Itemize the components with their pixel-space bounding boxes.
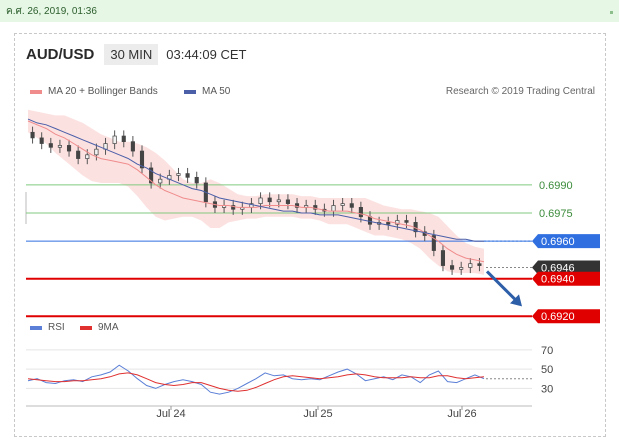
- candle-body: [66, 145, 72, 152]
- candle-body: [468, 263, 473, 268]
- x-tick-label: Jul 24: [156, 408, 185, 420]
- rsi-line: [27, 364, 485, 395]
- candle-body: [112, 135, 117, 144]
- candle-body: [477, 263, 482, 266]
- chart-frame: [14, 33, 606, 437]
- ma20-label: MA 20 + Bollinger Bands: [48, 86, 158, 97]
- candle-body: [313, 205, 318, 210]
- candle-body: [94, 148, 99, 156]
- bollinger-band: [28, 109, 484, 275]
- candle-body: [176, 173, 181, 176]
- candle-body: [76, 150, 81, 159]
- level-label-0.6975: 0.6975: [539, 208, 573, 220]
- candle-body: [395, 220, 400, 225]
- level-label-0.6990: 0.6990: [539, 180, 573, 192]
- candle-body: [331, 205, 336, 212]
- candle-body: [149, 167, 154, 184]
- candle-body: [276, 199, 281, 203]
- currency-pair: AUD/USD: [26, 45, 95, 63]
- timestamp: ค.ศ. 26, 2019, 01:36: [6, 6, 97, 17]
- rsi-tick-70: 70: [541, 345, 553, 357]
- research-credit: Research © 2019 Trading Central: [445, 86, 595, 97]
- candle-body: [194, 176, 199, 184]
- rsi-tick-30: 30: [541, 383, 553, 395]
- target-arrow-shaft: [485, 270, 519, 303]
- candle-body: [267, 197, 272, 203]
- candle-body: [158, 178, 163, 184]
- x-tick-label: Jul 26: [447, 408, 476, 420]
- level-label-0.6960: 0.6960: [541, 236, 575, 248]
- level-label-0.6946: 0.6946: [541, 262, 575, 274]
- candle-body: [130, 141, 135, 152]
- candle-body: [358, 207, 363, 218]
- level-tag-0.6940: [532, 271, 600, 286]
- chart-time: 03:44:09 CET: [166, 46, 247, 62]
- rsi-swatch: [30, 325, 42, 330]
- rsi-ma-swatch: [80, 325, 92, 330]
- legend-ma50: MA 50: [184, 86, 230, 97]
- candle-body: [121, 135, 126, 143]
- candle-body: [85, 154, 90, 159]
- candle-body: [285, 199, 290, 204]
- candle-body: [39, 137, 44, 144]
- candle-body: [440, 250, 446, 266]
- candle-body: [185, 173, 190, 178]
- ma50-label: MA 50: [202, 86, 231, 97]
- ma20-swatch: [30, 89, 42, 94]
- candle-body: [231, 205, 236, 210]
- timeframe-badge[interactable]: 30 MIN: [104, 43, 159, 65]
- candle-body: [431, 235, 436, 251]
- level-tag-0.6946: [532, 260, 600, 275]
- rsi-ma-line: [27, 372, 485, 392]
- ma50-swatch: [184, 89, 196, 94]
- level-tag-0.6920: [532, 309, 600, 324]
- candle-body: [367, 216, 373, 225]
- candle-body: [294, 203, 300, 208]
- candle-body: [459, 267, 464, 270]
- rsi-label: RSI: [48, 322, 65, 333]
- target-arrow-head: [510, 294, 522, 307]
- candle-body: [30, 131, 35, 139]
- chart-header: AUD/USD 30 MIN 03:44:09 CET: [26, 42, 246, 66]
- level-label-0.6940: 0.6940: [541, 274, 575, 286]
- candle-body: [404, 220, 409, 223]
- candle-body: [139, 150, 145, 169]
- level-tag-0.6960: [532, 234, 600, 249]
- x-tick-label: Jul 25: [303, 408, 332, 420]
- rsi-ma-label: 9MA: [98, 322, 119, 333]
- legend-ma20: MA 20 + Bollinger Bands: [30, 86, 158, 97]
- candle-body: [386, 222, 391, 225]
- candle-body: [450, 265, 455, 270]
- status-dot: [610, 11, 613, 14]
- ma20-line: [27, 120, 485, 263]
- candle-body: [340, 203, 345, 206]
- ma50-line: [27, 118, 484, 242]
- level-label-0.6920: 0.6920: [541, 311, 575, 323]
- candle-body: [349, 203, 354, 208]
- legend-rsi: RSI: [30, 322, 65, 333]
- candle-body: [258, 197, 263, 204]
- top-bar: ค.ศ. 26, 2019, 01:36: [0, 0, 619, 22]
- rsi-tick-50: 50: [541, 364, 553, 376]
- candle-body: [48, 143, 53, 148]
- candle-body: [57, 145, 62, 148]
- legend-rsi-ma: 9MA: [80, 322, 119, 333]
